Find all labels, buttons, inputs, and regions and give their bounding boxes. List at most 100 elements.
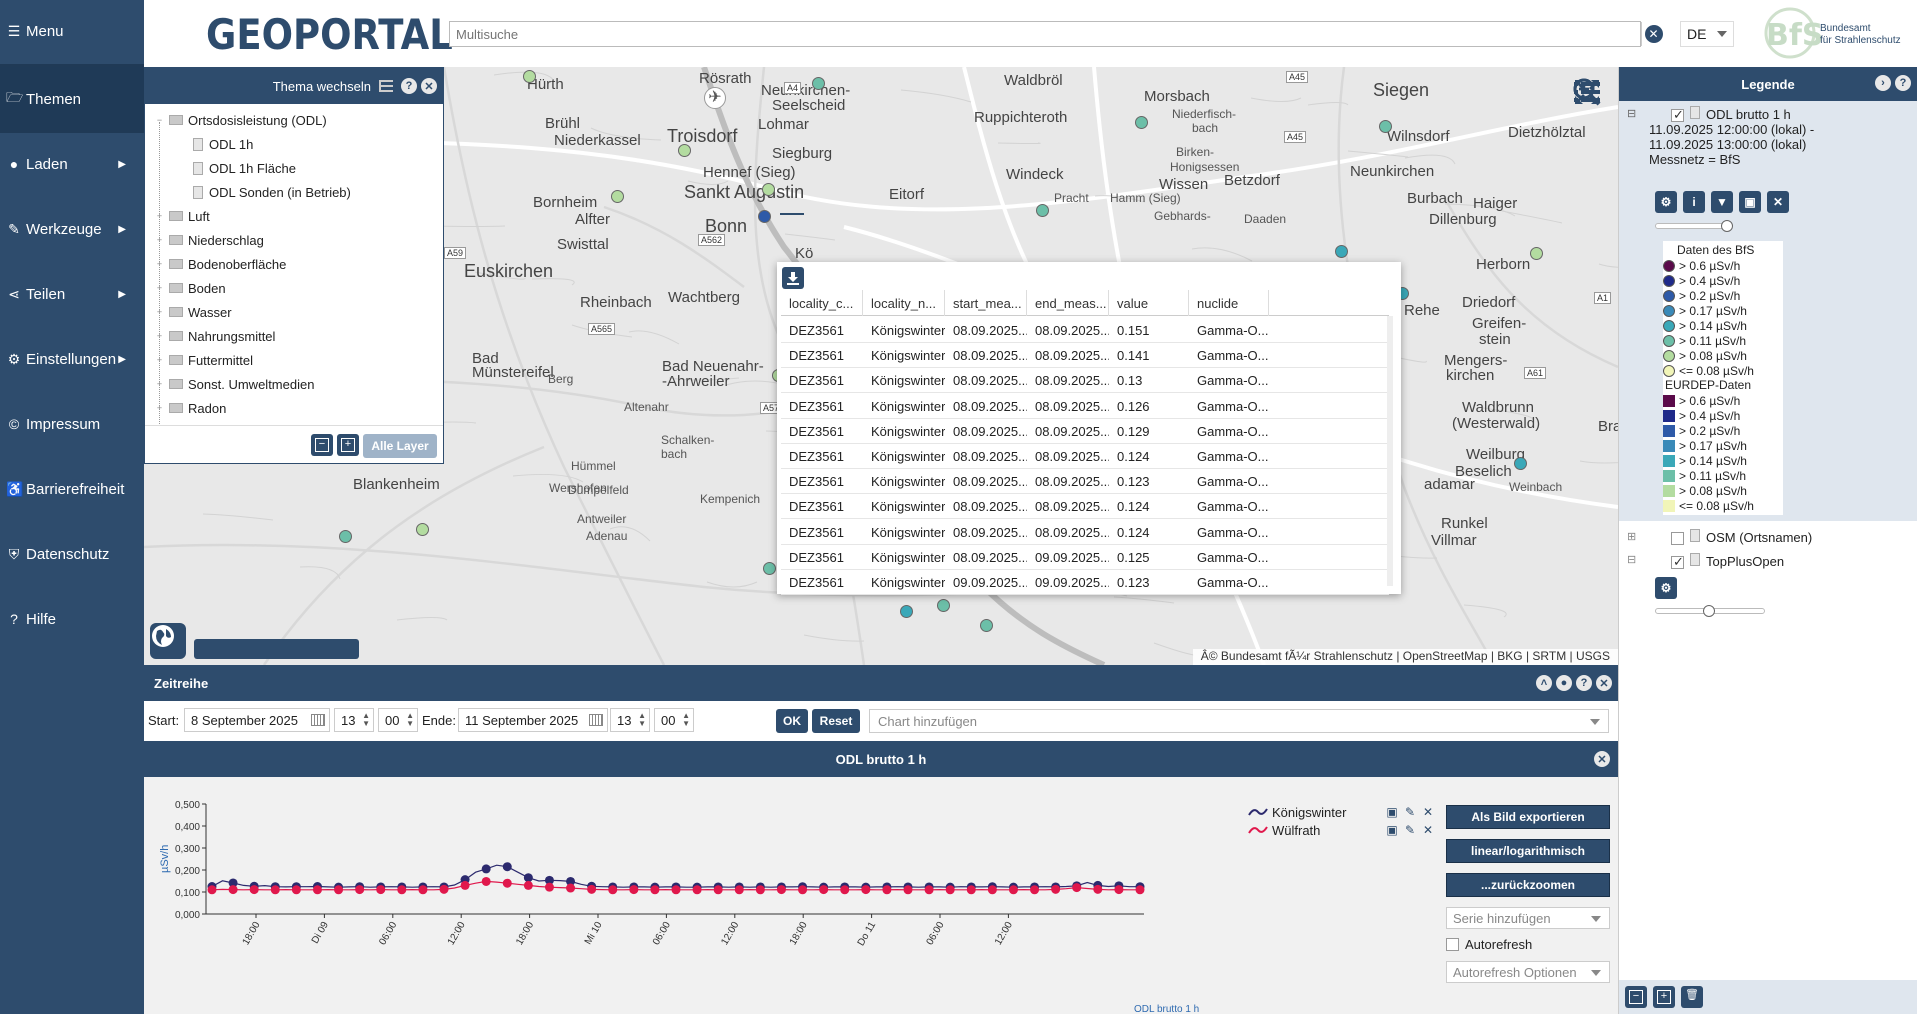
- series-1-point[interactable]: [861, 885, 871, 895]
- table-row[interactable]: DEZ3561 Königswinter 08.09.2025... 08.09.20…: [781, 494, 1389, 520]
- series-1-point[interactable]: [945, 885, 955, 895]
- measurement-station-marker[interactable]: [758, 210, 771, 223]
- table-column-header[interactable]: end_meas...: [1027, 290, 1109, 316]
- tree-view-icon[interactable]: [379, 80, 393, 92]
- series-1-point[interactable]: [1051, 884, 1061, 894]
- close-icon[interactable]: ✕: [1596, 675, 1612, 691]
- series-1-point[interactable]: [544, 882, 554, 892]
- series-1-point[interactable]: [1135, 885, 1145, 895]
- delete-all-button[interactable]: 🗑: [1681, 986, 1703, 1008]
- expand-icon[interactable]: ⊞: [1627, 531, 1637, 543]
- series-0-point[interactable]: [228, 878, 238, 888]
- calendar-icon[interactable]: [311, 714, 325, 726]
- series-1-point[interactable]: [270, 885, 280, 895]
- autorefresh-options-select[interactable]: Autorefresh Optionen: [1446, 961, 1610, 983]
- table-column-header[interactable]: value: [1109, 290, 1189, 316]
- layer-settings-button[interactable]: ⚙: [1655, 191, 1677, 213]
- spinner-icon[interactable]: ▲ ▼: [638, 711, 646, 728]
- series-1-point[interactable]: [924, 885, 934, 895]
- tree-folder-item[interactable]: + Futtermittel: [155, 348, 253, 372]
- layer-remove-button[interactable]: ✕: [1767, 191, 1789, 213]
- close-icon[interactable]: ✕: [421, 78, 437, 94]
- table-column-header[interactable]: start_mea...: [945, 290, 1027, 316]
- table-scrollbar[interactable]: [1387, 316, 1393, 586]
- tree-folder-item[interactable]: + Luft: [155, 204, 210, 228]
- series-1-point[interactable]: [1008, 885, 1018, 895]
- tree-folder-item[interactable]: + Niederschlag: [155, 228, 264, 252]
- layer-list-button[interactable]: [1572, 82, 1608, 249]
- bfs-logo[interactable]: BfS Bundesamt für Strahlenschutz: [1764, 5, 1914, 61]
- series-1-point[interactable]: [903, 885, 913, 895]
- save-icon[interactable]: ▣: [1386, 805, 1398, 819]
- measurement-station-marker[interactable]: [1335, 245, 1348, 258]
- series-1-point[interactable]: [439, 884, 449, 894]
- language-select[interactable]: DE: [1680, 21, 1734, 47]
- table-row[interactable]: DEZ3561 Königswinter 08.09.2025... 08.09.20…: [781, 469, 1389, 495]
- series-1-point[interactable]: [291, 885, 301, 895]
- end-hour-input[interactable]: 13 ▲ ▼: [610, 708, 650, 732]
- sidebar-item-themen[interactable]: 🗁 Themen: [0, 67, 144, 131]
- series-1-point[interactable]: [1030, 885, 1040, 895]
- table-row[interactable]: DEZ3561 Königswinter 08.09.2025... 08.09.20…: [781, 444, 1389, 469]
- tree-folder-item[interactable]: +UV-Strahlung: [155, 420, 265, 424]
- help-icon[interactable]: ?: [1895, 75, 1911, 91]
- autorefresh-checkbox[interactable]: [1446, 938, 1459, 951]
- sidebar-item-datenschutz[interactable]: ⛨ Datenschutz: [0, 522, 144, 586]
- layer-visibility-checkbox[interactable]: [1671, 554, 1684, 570]
- opacity-slider-knob[interactable]: [1703, 605, 1715, 617]
- measurement-station-marker[interactable]: [1135, 116, 1148, 129]
- close-icon[interactable]: ✕: [1594, 751, 1610, 767]
- series-1-point[interactable]: [650, 885, 660, 895]
- series-1-point[interactable]: [734, 885, 744, 895]
- series-1-point[interactable]: [840, 885, 850, 895]
- series-1-point[interactable]: [502, 878, 512, 888]
- table-row[interactable]: DEZ3561 Königswinter 08.09.2025... 08.09.20…: [781, 368, 1389, 394]
- table-column-header[interactable]: nuclide: [1189, 290, 1269, 316]
- measurement-station-marker[interactable]: [1379, 120, 1392, 133]
- series-0-point[interactable]: [566, 876, 576, 886]
- sidebar-item-barrierefreiheit[interactable]: ♿ Barrierefreiheit: [0, 457, 144, 521]
- measurement-station-marker[interactable]: [900, 605, 913, 618]
- collapse-icon[interactable]: −: [156, 114, 163, 125]
- expand-all-button[interactable]: +: [337, 434, 359, 456]
- help-icon[interactable]: ?: [401, 78, 417, 94]
- measurement-station-marker[interactable]: [1514, 457, 1527, 470]
- series-1-point[interactable]: [1093, 884, 1103, 894]
- series-1-point[interactable]: [819, 885, 829, 895]
- layer-save-button[interactable]: ▣: [1739, 191, 1761, 213]
- brush-icon[interactable]: ✎: [1404, 805, 1416, 819]
- series-1-point[interactable]: [523, 880, 533, 890]
- reset-button[interactable]: Reset: [812, 709, 860, 733]
- help-icon[interactable]: ?: [1576, 675, 1592, 691]
- table-column-header[interactable]: locality_c...: [781, 290, 863, 316]
- sidebar-item-teilen[interactable]: ⋖ Teilen ▶: [0, 262, 144, 326]
- tree-folder-item[interactable]: + Radon: [155, 396, 226, 420]
- series-1-point[interactable]: [798, 885, 808, 895]
- spinner-icon[interactable]: ▲ ▼: [362, 711, 370, 728]
- end-date-input[interactable]: 11 September 2025: [458, 708, 608, 732]
- zoom-out-button[interactable]: [1572, 78, 1608, 161]
- spinner-icon[interactable]: ▲ ▼: [406, 711, 414, 728]
- measurement-station-marker[interactable]: [523, 70, 536, 83]
- series-1-point[interactable]: [1072, 883, 1082, 893]
- sidebar-item-einstellungen[interactable]: ⚙ Einstellungen ▶: [0, 327, 144, 391]
- layer-filter-button[interactable]: ▼: [1711, 191, 1733, 213]
- measurement-station-marker[interactable]: [812, 77, 825, 90]
- measurement-station-marker[interactable]: [762, 183, 775, 196]
- start-hour-input[interactable]: 13 ▲ ▼: [334, 708, 374, 732]
- measurement-station-marker[interactable]: [416, 523, 429, 536]
- scale-toggle-button[interactable]: linear/logarithmisch: [1446, 839, 1610, 863]
- series-1-point[interactable]: [587, 884, 597, 894]
- table-row[interactable]: DEZ3561 Königswinter 08.09.2025... 08.09.20…: [781, 318, 1389, 343]
- fullscreen-button[interactable]: [1572, 80, 1608, 205]
- series-1-point[interactable]: [1114, 885, 1124, 895]
- series-1-point[interactable]: [629, 885, 639, 895]
- tree-folder-item[interactable]: + Wasser: [155, 300, 232, 324]
- search-clear-button[interactable]: ✕: [1641, 22, 1665, 46]
- series-1-point[interactable]: [207, 885, 217, 895]
- sidebar-item-werkzeuge[interactable]: ✎ Werkzeuge ▶: [0, 197, 144, 261]
- layer-visibility-checkbox[interactable]: [1671, 532, 1684, 546]
- series-1-point[interactable]: [355, 885, 365, 895]
- measurement-station-marker[interactable]: [763, 562, 776, 575]
- map-attribution[interactable]: Â© Bundesamt fÃ¼r Strahlenschutz | OpenS…: [1192, 649, 1618, 665]
